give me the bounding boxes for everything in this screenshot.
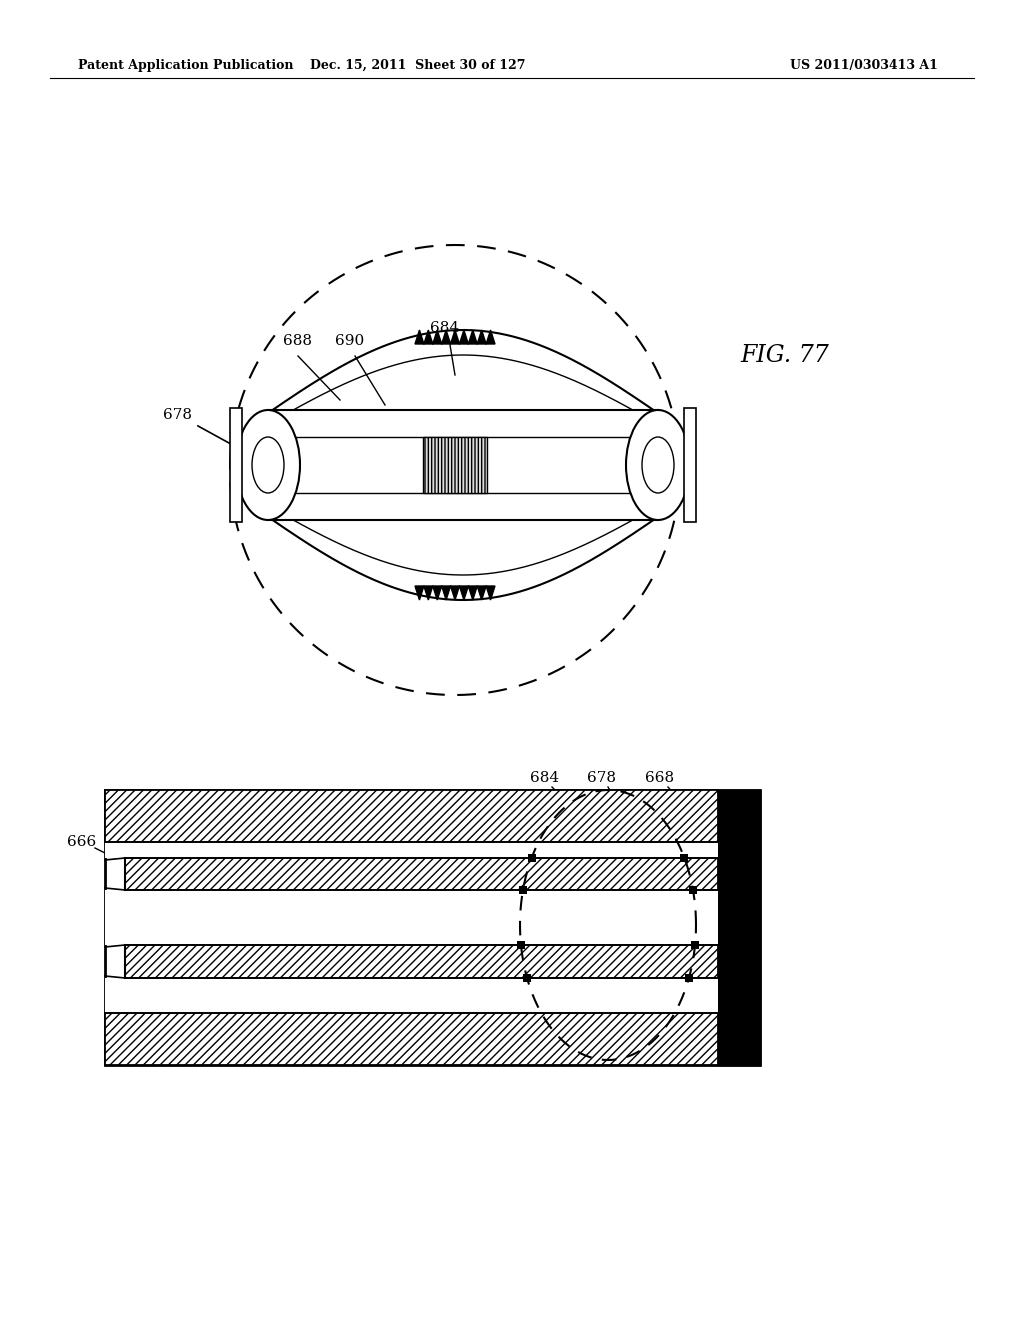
Polygon shape	[415, 586, 495, 601]
Polygon shape	[527, 854, 536, 862]
Polygon shape	[415, 330, 495, 345]
Ellipse shape	[236, 411, 300, 520]
Ellipse shape	[252, 437, 284, 492]
Text: Dec. 15, 2011  Sheet 30 of 127: Dec. 15, 2011 Sheet 30 of 127	[310, 58, 525, 71]
Polygon shape	[517, 941, 525, 949]
Polygon shape	[105, 789, 718, 842]
Polygon shape	[230, 408, 242, 521]
Text: Patent Application Publication: Patent Application Publication	[78, 58, 294, 71]
Text: 678: 678	[164, 408, 256, 458]
Ellipse shape	[626, 411, 690, 520]
Polygon shape	[691, 941, 699, 949]
Text: 688: 688	[284, 334, 312, 348]
Text: 678: 678	[588, 771, 616, 785]
Text: 668: 668	[645, 771, 675, 785]
Text: 666: 666	[68, 836, 96, 849]
Polygon shape	[105, 1012, 718, 1065]
Text: US 2011/0303413 A1: US 2011/0303413 A1	[790, 58, 938, 71]
Ellipse shape	[642, 437, 674, 492]
Polygon shape	[685, 974, 693, 982]
Polygon shape	[105, 789, 760, 1065]
Text: 684: 684	[430, 321, 460, 335]
Polygon shape	[523, 974, 531, 982]
Polygon shape	[423, 437, 487, 492]
Polygon shape	[105, 842, 718, 858]
Text: 690: 690	[336, 334, 365, 348]
Polygon shape	[689, 886, 697, 894]
Polygon shape	[268, 411, 658, 520]
Polygon shape	[125, 858, 718, 890]
Polygon shape	[519, 886, 527, 894]
Polygon shape	[125, 945, 718, 978]
Text: FIG. 77: FIG. 77	[740, 343, 828, 367]
Text: 670: 670	[233, 791, 262, 805]
Polygon shape	[684, 408, 696, 521]
Polygon shape	[105, 978, 718, 1012]
Polygon shape	[718, 789, 760, 1065]
Polygon shape	[680, 854, 688, 862]
Text: 684: 684	[530, 771, 559, 785]
Polygon shape	[105, 890, 718, 945]
